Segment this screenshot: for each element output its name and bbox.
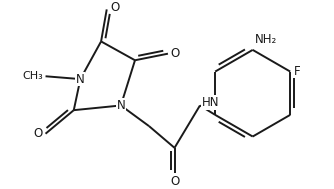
Text: O: O bbox=[33, 127, 43, 140]
Text: N: N bbox=[76, 73, 85, 86]
Text: O: O bbox=[171, 47, 180, 60]
Text: NH₂: NH₂ bbox=[255, 33, 277, 46]
Text: F: F bbox=[294, 65, 301, 78]
Text: CH₃: CH₃ bbox=[22, 71, 43, 81]
Text: O: O bbox=[170, 175, 179, 188]
Text: HN: HN bbox=[202, 96, 219, 109]
Text: O: O bbox=[111, 1, 120, 14]
Text: N: N bbox=[117, 99, 125, 112]
